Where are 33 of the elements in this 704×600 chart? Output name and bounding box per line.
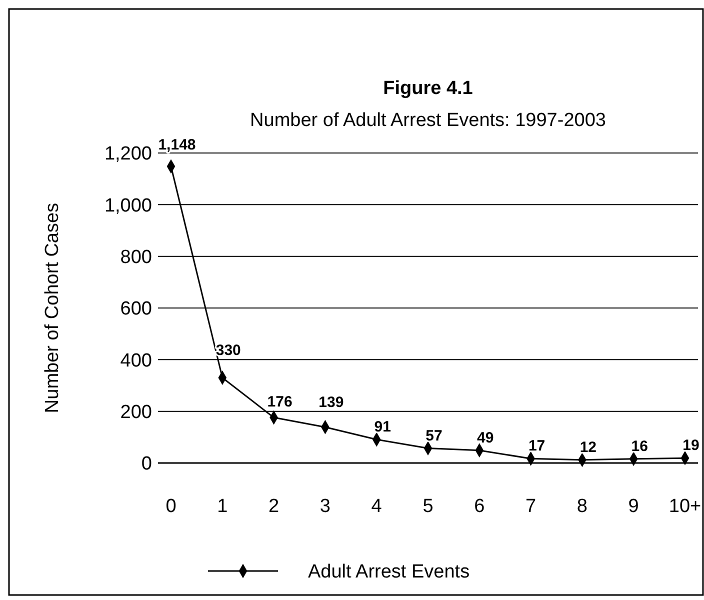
x-tick-label: 7: [526, 496, 536, 517]
chart-subtitle: Number of Adult Arrest Events: 1997-2003: [250, 110, 606, 131]
y-tick-label: 1,000: [104, 195, 152, 216]
text: 330: [216, 342, 241, 359]
x-tick-label: 9: [628, 496, 639, 517]
y-tick-label: 0: [141, 454, 152, 475]
y-tick-label: 1,200: [104, 144, 152, 165]
legend-label: Adult Arrest Events: [308, 562, 470, 583]
y-tick-label: 800: [120, 246, 152, 268]
y-tick-label: 400: [120, 350, 152, 372]
text: 16: [631, 438, 648, 455]
x-tick-label: 1: [217, 496, 228, 517]
y-tick-label: 200: [120, 402, 152, 423]
x-tick-label: 6: [474, 496, 485, 517]
text: 139: [318, 394, 344, 412]
text: 12: [580, 438, 597, 456]
text: 91: [374, 418, 391, 436]
text: 57: [426, 427, 442, 444]
x-tick-label: 5: [422, 496, 434, 517]
text: 19: [682, 437, 700, 454]
chart-title: Figure 4.1: [383, 78, 474, 99]
x-tick-label: 0: [166, 496, 176, 517]
x-tick-label: 2: [268, 496, 280, 517]
x-tick-label: 4: [371, 496, 382, 517]
x-tick-label: 3: [320, 496, 330, 517]
x-tick-label: 8: [576, 496, 588, 517]
text: 17: [528, 438, 546, 455]
y-tick-label: 600: [120, 298, 152, 320]
text: 49: [477, 429, 494, 446]
text: 176: [267, 394, 292, 411]
text: 1,148: [158, 136, 196, 154]
y-axis-title: Number of Cohort Cases: [42, 202, 63, 414]
x-tick-label: 10+: [668, 496, 702, 517]
